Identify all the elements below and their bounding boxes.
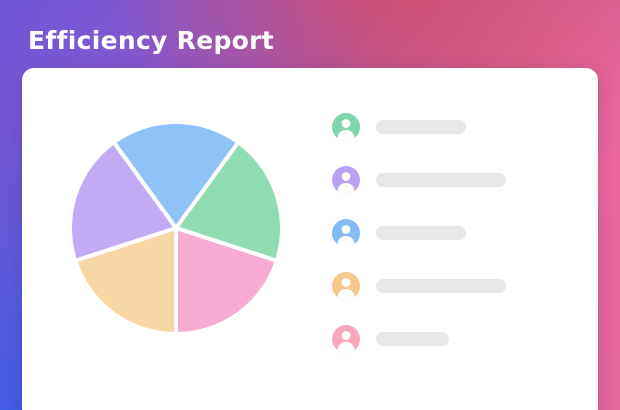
pie-slice-pink-segment[interactable] xyxy=(174,226,279,336)
placeholder-bar xyxy=(376,226,466,240)
avatar xyxy=(332,325,360,353)
legend-list xyxy=(332,113,506,353)
avatar xyxy=(332,219,360,247)
list-item[interactable] xyxy=(332,219,506,247)
list-item[interactable] xyxy=(332,325,506,353)
user-icon xyxy=(337,225,355,247)
user-icon xyxy=(337,172,355,194)
user-icon xyxy=(337,119,355,141)
list-item[interactable] xyxy=(332,166,506,194)
pie-slice-purple-segment[interactable] xyxy=(68,140,178,263)
user-icon xyxy=(337,278,355,300)
avatar xyxy=(332,113,360,141)
placeholder-bar xyxy=(376,173,506,187)
placeholder-bar xyxy=(376,120,466,134)
pie-slice-blue-segment[interactable] xyxy=(111,119,241,230)
pie-slice-green-segment[interactable] xyxy=(174,140,284,263)
report-card xyxy=(22,68,598,410)
list-item[interactable] xyxy=(332,272,506,300)
list-item[interactable] xyxy=(332,113,506,141)
pie-chart xyxy=(68,119,284,336)
placeholder-bar xyxy=(376,279,506,293)
avatar xyxy=(332,166,360,194)
avatar xyxy=(332,272,360,300)
placeholder-bar xyxy=(376,332,449,346)
user-icon xyxy=(337,331,355,353)
page-title: Efficiency Report xyxy=(28,26,275,55)
